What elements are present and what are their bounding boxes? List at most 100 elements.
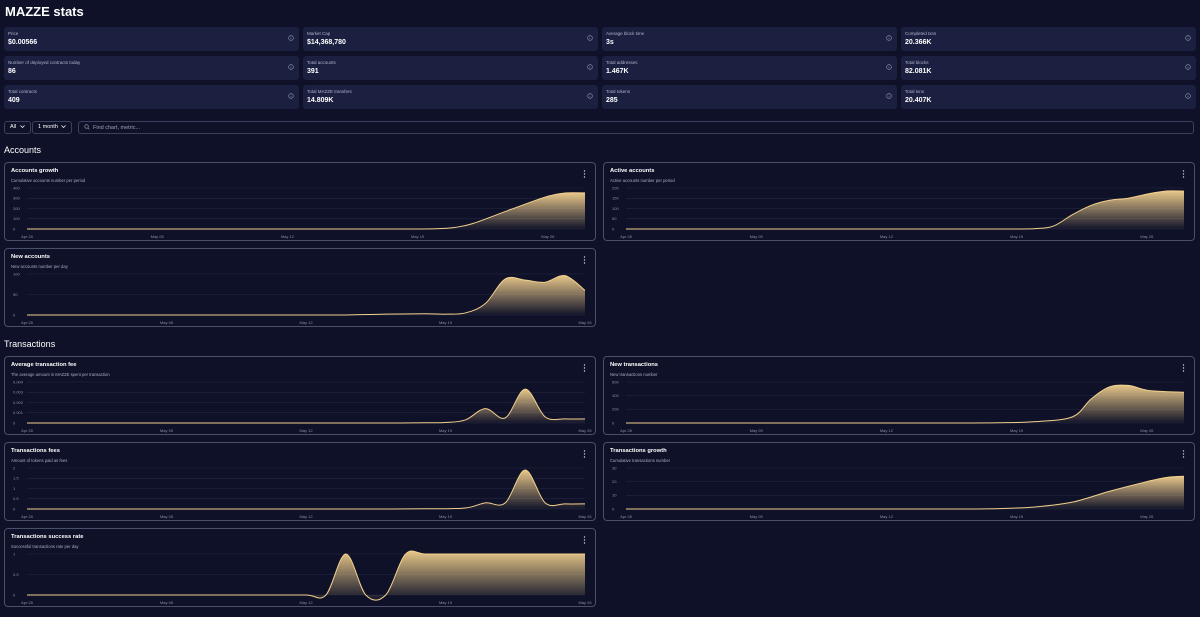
x-tick-label: Apr 28 bbox=[620, 514, 633, 519]
chart-average-transaction-fee: 0 0.001 0.002 0.003 0.004 Apr 28 May 05 May 12 M… bbox=[13, 379, 592, 433]
y-tick-label: 100 bbox=[13, 216, 20, 221]
stat-value: 14.809K bbox=[307, 97, 334, 104]
stat-label: Average block time bbox=[606, 31, 645, 36]
chart-subtitle: Cumulative accounts number per period bbox=[11, 178, 86, 183]
chart-card-average-transaction-fee: 0 0.001 0.002 0.003 0.004 Apr 28 May 05 May 12 M… bbox=[4, 356, 596, 435]
area-fill bbox=[27, 275, 585, 316]
more-options-icon[interactable] bbox=[1182, 450, 1185, 458]
chart-accounts-growth: 0 100 200 300 400 Apr 28 May 05 May 12 May 19 May… bbox=[13, 185, 586, 239]
chart-transactions-fees: 0 0.5 1 1.5 2 Apr 28 May 05 May 12 May 19 May 26 bbox=[13, 465, 592, 519]
stat-value: $14,368,780 bbox=[307, 39, 346, 46]
y-tick-label: 1 bbox=[13, 486, 16, 491]
y-tick-label: 0.004 bbox=[13, 379, 24, 384]
x-tick-label: May 12 bbox=[299, 428, 313, 433]
more-options-icon[interactable] bbox=[583, 536, 586, 544]
y-tick-label: 20 bbox=[612, 479, 617, 484]
info-icon[interactable] bbox=[1185, 93, 1191, 99]
search-icon bbox=[84, 124, 90, 130]
more-options-icon[interactable] bbox=[1182, 364, 1185, 372]
x-tick-label: Apr 28 bbox=[21, 600, 34, 605]
series-line bbox=[27, 550, 585, 601]
y-tick-label: 0.002 bbox=[13, 400, 24, 405]
x-tick-label: May 26 bbox=[578, 428, 592, 433]
series-line bbox=[27, 274, 586, 316]
chart-card-new-transactions: 0 200 400 600 Apr 28 May 05 May 12 May 19 May 26… bbox=[603, 356, 1195, 435]
stat-card: Completed txns 20.366K bbox=[901, 27, 1196, 51]
chart-card-transactions-growth: 0 10 20 30 Apr 28 May 05 May 12 May 19 May 26 Tr… bbox=[603, 442, 1195, 521]
interval-select[interactable]: 1 month bbox=[32, 121, 73, 134]
chart-title: Transactions fees bbox=[11, 448, 60, 454]
area-fill bbox=[27, 470, 585, 510]
y-tick-label: 0.5 bbox=[13, 496, 19, 501]
y-tick-label: 2 bbox=[13, 465, 16, 470]
stat-label: Total MAZZE transfers bbox=[307, 89, 352, 94]
y-tick-label: 1.5 bbox=[13, 476, 19, 481]
y-tick-label: 600 bbox=[612, 379, 619, 384]
info-icon[interactable] bbox=[288, 93, 294, 99]
chart-card-new-accounts: 0 50 100 Apr 28 May 05 May 12 May 19 May 26 New… bbox=[4, 248, 596, 327]
info-icon[interactable] bbox=[587, 64, 593, 70]
chart-new-accounts: 0 50 100 Apr 28 May 05 May 12 May 19 May 26 bbox=[13, 271, 592, 325]
category-select[interactable]: All bbox=[4, 121, 31, 134]
y-tick-label: 0.003 bbox=[13, 390, 24, 395]
y-tick-label: 150 bbox=[612, 196, 619, 201]
y-tick-label: 0 bbox=[13, 506, 16, 511]
stat-value: $0.00566 bbox=[8, 39, 38, 46]
x-tick-label: Apr 28 bbox=[21, 428, 34, 433]
x-tick-label: May 26 bbox=[541, 234, 555, 239]
more-options-icon[interactable] bbox=[583, 364, 586, 372]
x-tick-label: Apr 28 bbox=[21, 234, 34, 239]
y-tick-label: 50 bbox=[612, 216, 617, 221]
stat-card: Total accounts 391 bbox=[303, 56, 598, 80]
chart-new-transactions: 0 200 400 600 Apr 28 May 05 May 12 May 19 May 26 bbox=[612, 379, 1185, 433]
x-tick-label: May 19 bbox=[1010, 428, 1024, 433]
chart-title: New transactions bbox=[610, 362, 658, 368]
info-icon[interactable] bbox=[886, 35, 892, 41]
y-tick-label: 0 bbox=[612, 506, 615, 511]
x-tick-label: May 05 bbox=[160, 514, 174, 519]
more-options-icon[interactable] bbox=[1182, 170, 1185, 178]
more-options-icon[interactable] bbox=[583, 256, 586, 264]
series-line bbox=[626, 384, 1185, 424]
chart-active-accounts: 0 50 100 150 200 Apr 28 May 05 May 12 May 19 May … bbox=[612, 185, 1185, 239]
x-tick-label: Apr 28 bbox=[620, 234, 633, 239]
chart-subtitle: New accounts number per day bbox=[11, 264, 68, 269]
stat-card: Total blocks 82.081K bbox=[901, 56, 1196, 80]
area-fill bbox=[626, 384, 1184, 424]
chart-subtitle: New transactions number bbox=[610, 372, 658, 377]
x-tick-label: May 19 bbox=[1010, 514, 1024, 519]
y-tick-label: 50 bbox=[13, 292, 18, 297]
info-icon[interactable] bbox=[886, 64, 892, 70]
stat-card: Total txns 20.407K bbox=[901, 85, 1196, 109]
series-line bbox=[626, 475, 1185, 510]
info-icon[interactable] bbox=[288, 35, 294, 41]
y-tick-label: 1 bbox=[13, 551, 16, 556]
chart-card-active-accounts: 0 50 100 150 200 Apr 28 May 05 May 12 May 19 May … bbox=[603, 162, 1195, 241]
x-tick-label: May 26 bbox=[1140, 514, 1154, 519]
info-icon[interactable] bbox=[1185, 64, 1191, 70]
info-icon[interactable] bbox=[288, 64, 294, 70]
x-tick-label: Apr 28 bbox=[21, 320, 34, 325]
stat-label: Total addresses bbox=[606, 60, 638, 65]
y-tick-label: 0 bbox=[612, 420, 615, 425]
stat-value: 391 bbox=[307, 68, 319, 75]
x-tick-label: May 05 bbox=[750, 428, 764, 433]
more-options-icon[interactable] bbox=[583, 450, 586, 458]
x-tick-label: May 19 bbox=[1010, 234, 1024, 239]
search-input[interactable] bbox=[93, 122, 1183, 133]
more-options-icon[interactable] bbox=[583, 170, 586, 178]
info-icon[interactable] bbox=[587, 93, 593, 99]
area-fill bbox=[27, 550, 585, 601]
info-icon[interactable] bbox=[886, 93, 892, 99]
y-tick-label: 30 bbox=[612, 465, 617, 470]
chart-transactions-success-rate: 0 0.5 1 Apr 28 May 05 May 12 May 19 May 26 bbox=[13, 550, 592, 605]
y-tick-label: 200 bbox=[612, 407, 619, 412]
y-tick-label: 300 bbox=[13, 196, 20, 201]
info-icon[interactable] bbox=[587, 35, 593, 41]
stat-value: 20.407K bbox=[905, 97, 932, 104]
stat-card: Market Cap $14,368,780 bbox=[303, 27, 598, 51]
x-tick-label: May 12 bbox=[880, 234, 894, 239]
x-tick-label: May 12 bbox=[299, 514, 313, 519]
info-icon[interactable] bbox=[1185, 35, 1191, 41]
x-tick-label: Apr 28 bbox=[21, 514, 34, 519]
